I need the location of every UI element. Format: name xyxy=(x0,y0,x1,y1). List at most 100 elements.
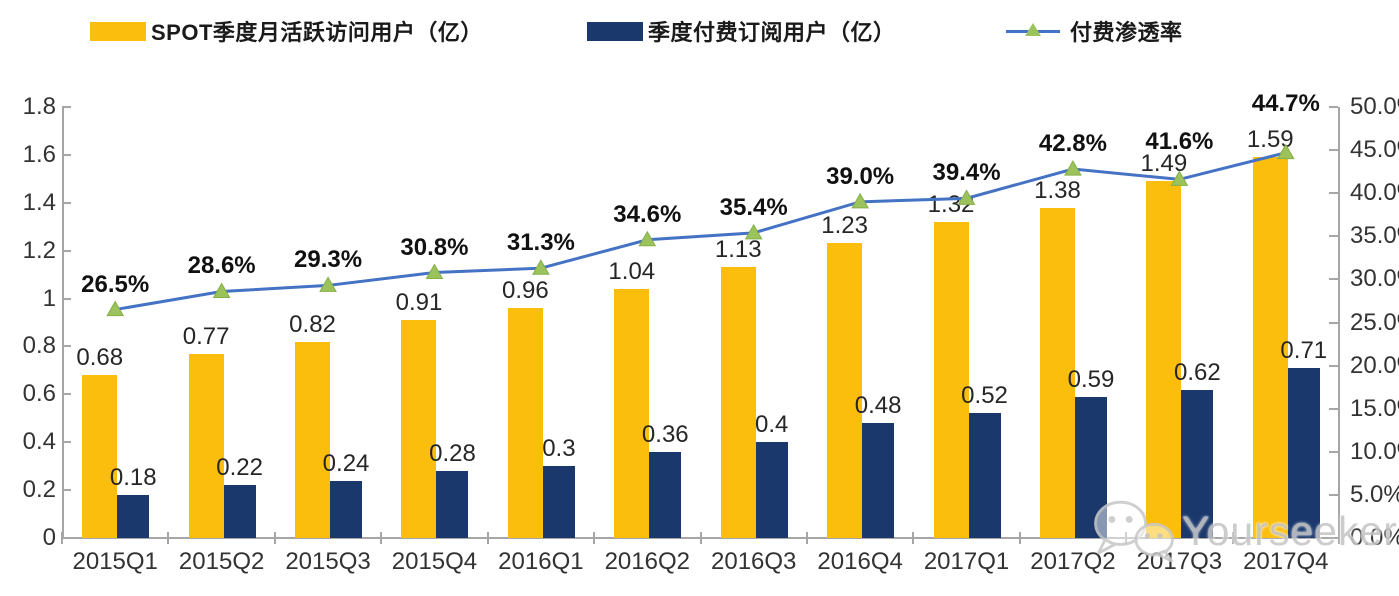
x-axis-category-label: 2015Q4 xyxy=(391,548,478,575)
legend-item-subscribers: 季度付费订阅用户（亿） xyxy=(587,18,896,45)
x-axis-tick xyxy=(593,532,596,544)
y-left-tick xyxy=(62,106,71,108)
subscribers-bar xyxy=(1287,367,1320,538)
subscribers-bar-value-label: 0.59 xyxy=(1067,365,1115,393)
subscribers-bar xyxy=(542,466,575,538)
subscribers-bar-value-label: 0.52 xyxy=(961,382,1008,410)
y-left-tick-label: 1 xyxy=(42,284,56,312)
mau-bar-value-label: 0.68 xyxy=(76,344,124,372)
x-axis-tick xyxy=(1018,532,1021,544)
y-left-tick xyxy=(62,441,71,444)
mau-bar xyxy=(82,375,118,538)
mau-bar xyxy=(188,353,224,538)
legend-label-subscribers: 季度付费订阅用户（亿） xyxy=(648,20,896,45)
y-left-tick xyxy=(62,201,71,204)
y-right-tick xyxy=(1329,493,1338,496)
penetration-point-marker xyxy=(638,230,657,247)
x-axis-category-label: 2017Q3 xyxy=(1136,548,1223,575)
subscribers-bar-value-label: 0.36 xyxy=(641,420,689,448)
y-left-tick xyxy=(62,489,71,492)
x-axis-category-label: 2015Q2 xyxy=(178,548,265,575)
x-axis-category-label: 2016Q3 xyxy=(711,548,797,575)
y-left-tick xyxy=(62,249,71,252)
penetration-value-label: 42.8% xyxy=(1038,130,1107,158)
y-left-tick xyxy=(62,537,71,539)
penetration-value-label: 39.4% xyxy=(932,159,1001,187)
y-right-tick xyxy=(1329,192,1338,195)
penetration-value-label: 34.6% xyxy=(613,200,682,228)
subscribers-bar-value-label: 0.71 xyxy=(1280,336,1328,364)
mau-bar-value-label: 1.23 xyxy=(821,212,868,240)
y-left-tick-label: 0.4 xyxy=(22,428,56,456)
x-axis-tick xyxy=(1231,532,1234,544)
mau-bar xyxy=(720,267,756,538)
x-axis-tick xyxy=(1338,532,1340,544)
penetration-point-marker xyxy=(532,259,550,275)
penetration-point-marker xyxy=(1064,160,1082,176)
y-right-tick xyxy=(1329,364,1338,367)
mau-bar-value-label: 1.38 xyxy=(1034,176,1081,204)
subscribers-bar xyxy=(755,442,788,538)
y-left-tick-label: 0.8 xyxy=(22,332,56,360)
penetration-line xyxy=(114,151,1287,312)
penetration-point-marker xyxy=(319,276,337,292)
subscribers-bar-value-label: 0.28 xyxy=(429,439,476,467)
mau-bar-value-label: 0.82 xyxy=(289,310,336,338)
penetration-value-label: 26.5% xyxy=(81,270,150,298)
legend-item-penetration: 付费渗透率 xyxy=(1006,18,1183,45)
subscribers-bar xyxy=(223,485,256,538)
mau-bar-value-label: 0.77 xyxy=(182,322,230,350)
subscribers-bar xyxy=(862,423,895,538)
y-right-tick-label: 35.0% xyxy=(1350,222,1399,250)
y-right-tick-label: 5.0% xyxy=(1350,480,1399,508)
penetration-value-label: 41.6% xyxy=(1145,128,1214,156)
mau-bar-value-label: 0.96 xyxy=(502,277,549,305)
penetration-point-marker xyxy=(212,282,231,298)
y-right-tick-label: 0.0% xyxy=(1350,524,1399,551)
y-axis-left-line xyxy=(62,107,64,538)
subscribers-bar-value-label: 0.4 xyxy=(755,411,789,439)
mau-bar xyxy=(614,288,650,538)
y-left-tick-label: 0.6 xyxy=(22,380,56,408)
penetration-value-label: 39.0% xyxy=(826,162,895,190)
subscribers-bar-value-label: 0.62 xyxy=(1174,358,1221,386)
y-right-tick xyxy=(1329,149,1338,152)
y-left-tick-label: 1.6 xyxy=(22,140,56,168)
subscribers-bar xyxy=(117,494,150,538)
mau-bar-value-label: 1.04 xyxy=(608,257,656,285)
x-axis-tick xyxy=(1125,532,1128,544)
mau-bar-value-label: 0.91 xyxy=(395,289,443,317)
y-left-tick xyxy=(62,297,71,300)
x-axis-category-label: 2015Q1 xyxy=(72,548,158,575)
subscribers-bar xyxy=(436,470,469,538)
subscribers-bar xyxy=(1074,396,1107,538)
subscribers-bar-value-label: 0.18 xyxy=(109,463,157,491)
x-axis-tick xyxy=(699,532,702,544)
y-right-tick-label: 10.0% xyxy=(1350,437,1399,465)
mau-bar xyxy=(827,243,863,538)
legend-label-mau: SPOT季度月活跃访问用户（亿） xyxy=(151,20,483,45)
subscribers-bar-value-label: 0.22 xyxy=(216,454,263,482)
subscribers-bar xyxy=(649,451,682,538)
mau-series-swatch xyxy=(90,21,146,41)
subscribers-bar xyxy=(330,480,363,538)
y-right-tick-label: 15.0% xyxy=(1350,394,1399,422)
x-axis-tick xyxy=(380,532,383,544)
penetration-point-marker xyxy=(425,263,444,280)
mau-bar xyxy=(933,221,969,538)
y-left-tick-label: 1.4 xyxy=(22,188,56,216)
y-right-tick-label: 45.0% xyxy=(1350,136,1399,164)
mau-bar xyxy=(401,320,437,538)
y-right-tick-label: 30.0% xyxy=(1350,265,1399,293)
penetration-value-label: 30.8% xyxy=(400,233,469,261)
subscribers-bar-value-label: 0.24 xyxy=(322,449,370,477)
x-axis-category-label: 2015Q3 xyxy=(285,548,371,575)
y-right-tick xyxy=(1329,537,1338,539)
penetration-point-marker xyxy=(106,300,125,317)
y-right-tick xyxy=(1329,235,1338,238)
y-right-tick xyxy=(1329,407,1338,410)
penetration-value-label: 44.7% xyxy=(1251,89,1320,117)
x-axis-tick xyxy=(167,532,170,544)
mau-bar-value-label: 1.59 xyxy=(1246,126,1294,154)
